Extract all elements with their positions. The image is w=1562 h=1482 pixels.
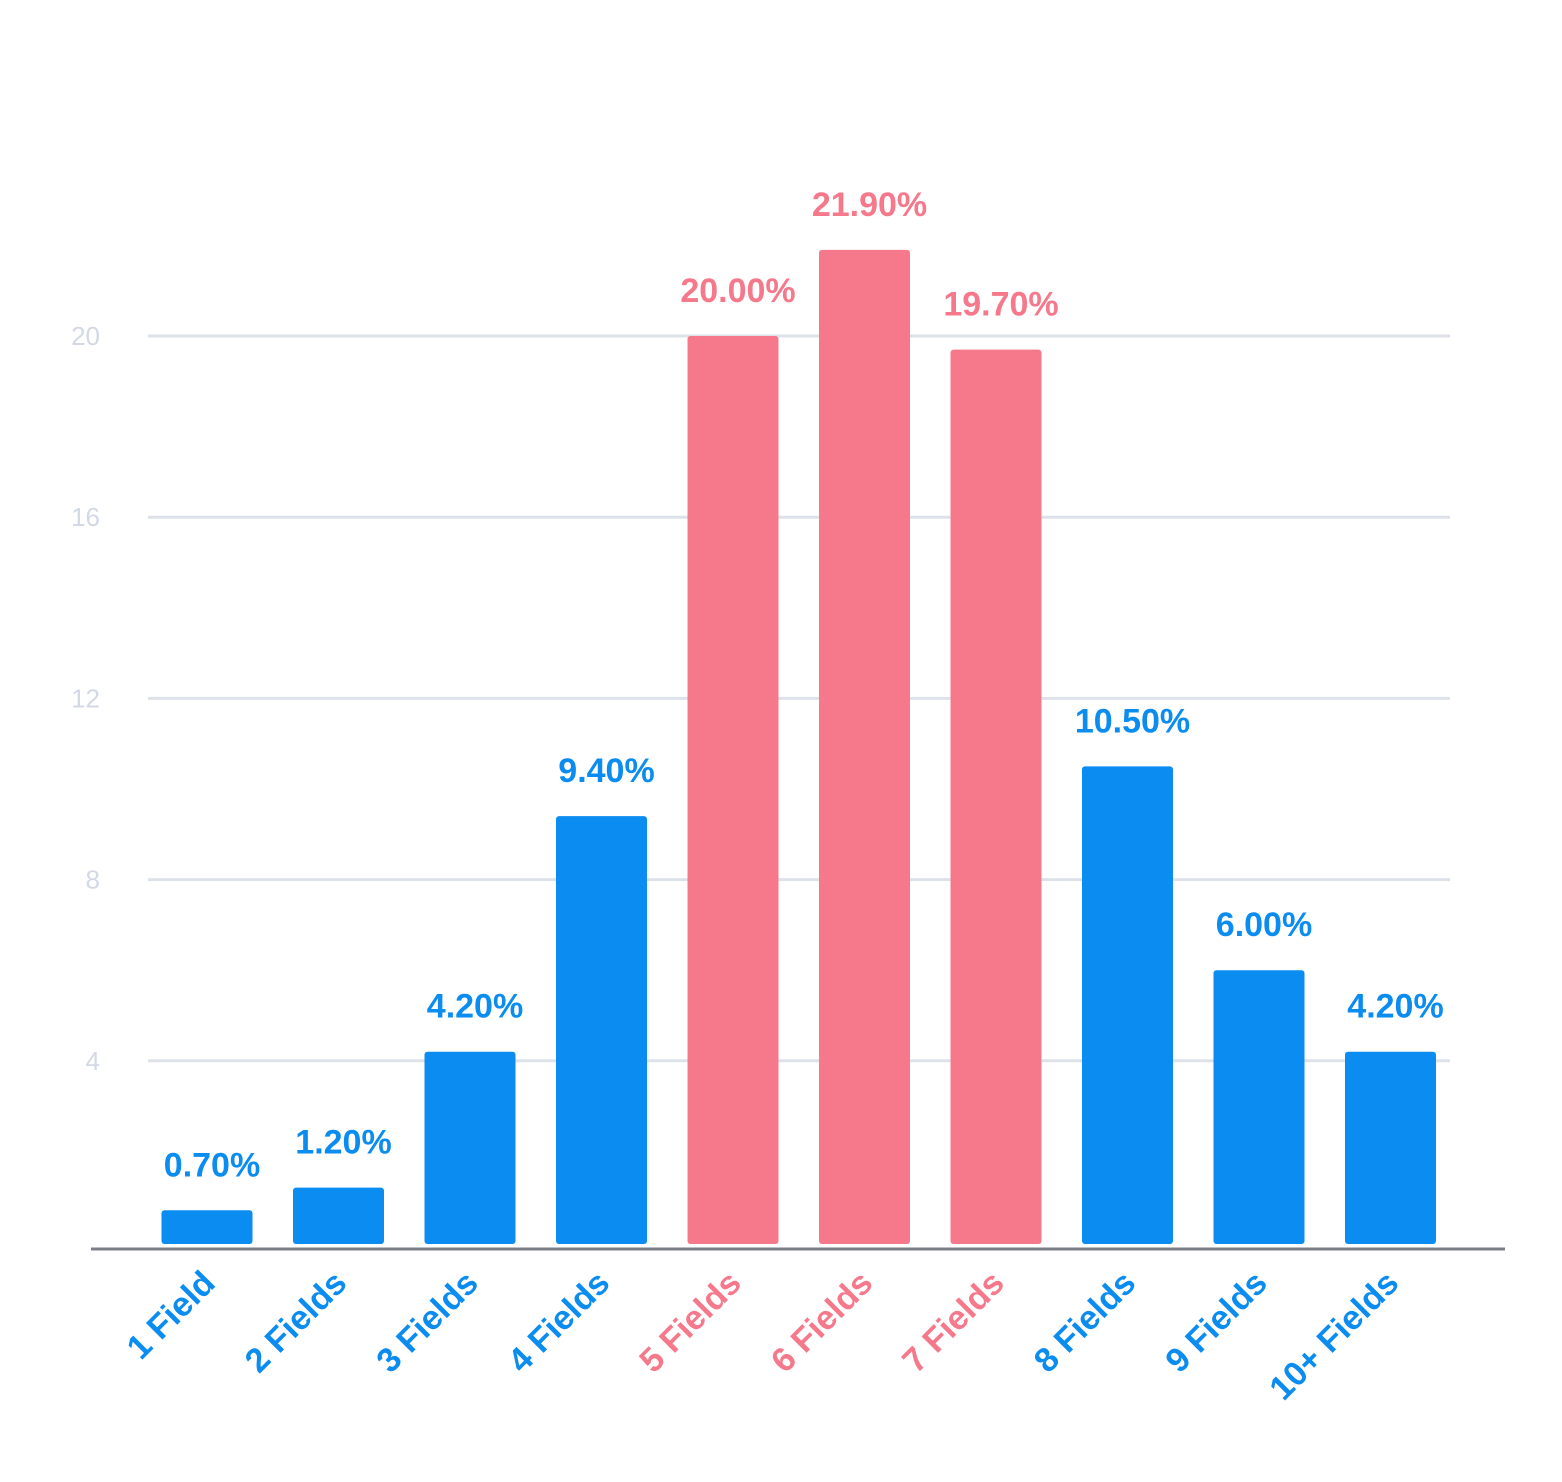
x-axis-labels: 1 Field 2 Fields 3 Fields 4 Fields 5 Fields 6… xyxy=(120,1264,1407,1408)
y-axis-ticks: 4 8 12 16 20 xyxy=(71,321,100,1076)
y-tick-label: 4 xyxy=(86,1046,100,1076)
y-tick-label: 8 xyxy=(86,865,100,895)
bar xyxy=(293,1187,384,1244)
bar xyxy=(161,1210,253,1244)
bar-value-label: 0.70% xyxy=(164,1146,260,1184)
bar xyxy=(1213,970,1305,1244)
y-tick-label: 16 xyxy=(71,502,100,532)
x-category-label: 5 Fields xyxy=(632,1264,748,1380)
bar-value-label: 19.70% xyxy=(943,286,1058,324)
x-category-label: 3 Fields xyxy=(369,1264,485,1380)
gridlines xyxy=(148,334,1450,1063)
x-category-label: 7 Fields xyxy=(895,1264,1011,1380)
x-category-label: 10+ Fields xyxy=(1262,1264,1406,1408)
bar xyxy=(424,1051,516,1244)
bar xyxy=(819,249,910,1244)
x-category-label: 8 Fields xyxy=(1027,1264,1143,1380)
bar-value-label: 4.20% xyxy=(427,988,523,1026)
x-category-label: 4 Fields xyxy=(501,1264,617,1380)
bar-value-label: 9.40% xyxy=(558,752,654,790)
bar xyxy=(687,336,779,1244)
bar-value-label: 1.20% xyxy=(295,1124,391,1162)
bar-value-label: 4.20% xyxy=(1347,988,1443,1026)
bar-value-label: 6.00% xyxy=(1216,906,1312,944)
bar xyxy=(1345,1051,1436,1244)
bar-value-label: 10.50% xyxy=(1075,702,1190,740)
bar xyxy=(1082,766,1173,1244)
x-category-label: 2 Fields xyxy=(238,1264,354,1380)
bar xyxy=(950,349,1042,1245)
y-tick-label: 20 xyxy=(71,321,100,351)
x-category-label: 9 Fields xyxy=(1158,1264,1274,1380)
y-tick-label: 12 xyxy=(71,683,100,713)
data-labels: 0.70% 1.20% 4.20% 9.40% 20.00% 21.90% 19.70% 10… xyxy=(164,186,1444,1184)
x-category-label: 1 Field xyxy=(120,1264,223,1367)
bars xyxy=(161,249,1436,1245)
bar xyxy=(556,816,647,1244)
bar-value-label: 20.00% xyxy=(680,272,795,310)
bar-value-label: 21.90% xyxy=(812,186,927,224)
x-category-label: 6 Fields xyxy=(764,1264,880,1380)
